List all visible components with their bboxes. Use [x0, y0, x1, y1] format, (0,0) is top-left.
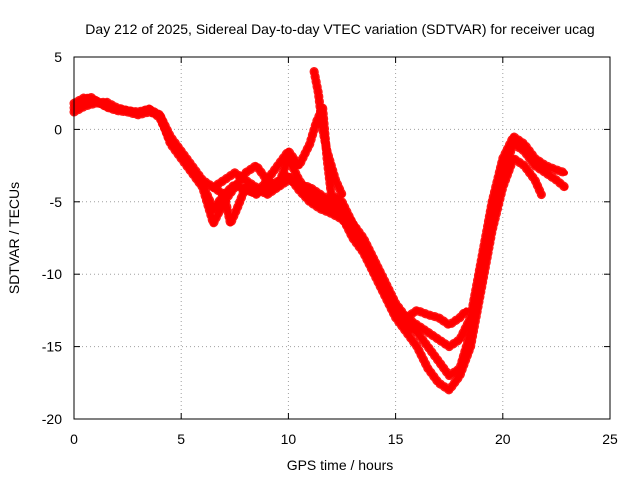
- x-tick-label: 0: [70, 431, 78, 447]
- series-markers-track-5: [309, 67, 347, 200]
- x-axis-label: GPS time / hours: [287, 457, 394, 473]
- x-tick-label: 5: [177, 431, 185, 447]
- x-tick-label: 10: [281, 431, 297, 447]
- y-tick-label: -5: [50, 194, 63, 210]
- y-tick-label: -15: [42, 339, 62, 355]
- ticks: 0 5 10 15 20 25 -20 -15 -10 -5 0 5: [42, 49, 618, 447]
- y-tick-label: 5: [54, 49, 62, 65]
- series-group: [69, 67, 570, 395]
- plot-frame: [73, 56, 611, 420]
- chart-title: Day 212 of 2025, Sidereal Day-to-day VTE…: [85, 21, 594, 37]
- y-tick-label: 0: [54, 121, 62, 137]
- x-tick-label: 15: [388, 431, 404, 447]
- y-tick-label: -20: [42, 411, 62, 427]
- series-markers-track-4: [208, 103, 471, 330]
- x-tick-label: 25: [602, 431, 618, 447]
- y-axis-label: SDTVAR / TECUs: [6, 182, 22, 294]
- x-tick-label: 20: [495, 431, 511, 447]
- series-markers-track-3: [69, 97, 546, 395]
- y-tick-label: -10: [42, 266, 62, 282]
